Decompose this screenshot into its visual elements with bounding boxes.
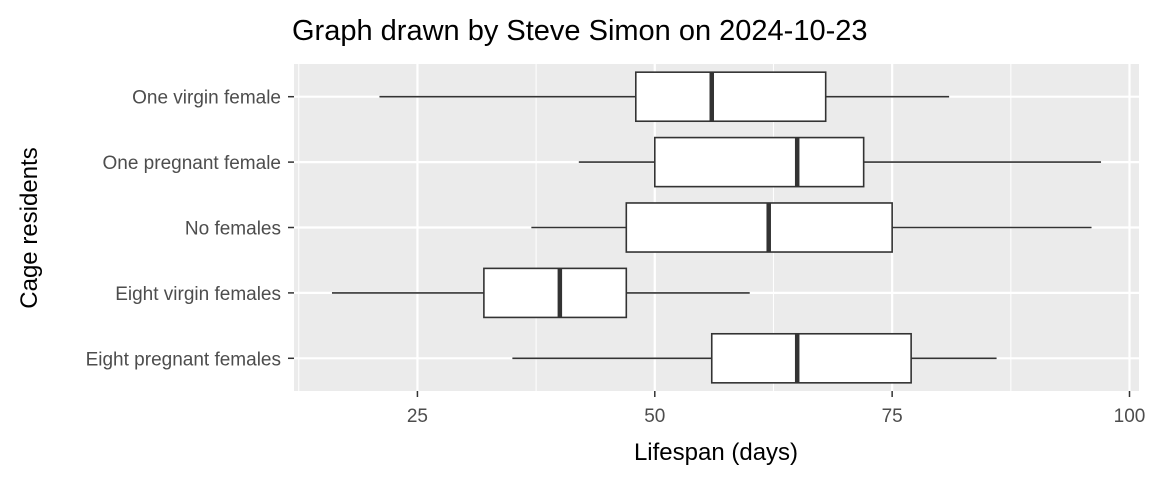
x-axis-title: Lifespan (days) — [634, 439, 798, 466]
y-tick-label: One pregnant female — [102, 153, 281, 174]
box-group — [331, 267, 750, 319]
x-tick-label: 75 — [882, 406, 903, 427]
x-tick-label: 100 — [1114, 406, 1146, 427]
y-axis-title: Cage residents — [16, 147, 43, 308]
y-tick-labels: One virgin female One pregnant female No f… — [86, 88, 281, 371]
box — [710, 332, 912, 384]
box — [634, 71, 827, 123]
box — [653, 136, 865, 188]
x-tick-label: 25 — [407, 406, 428, 427]
box — [483, 267, 628, 319]
boxes — [331, 71, 1102, 384]
y-tick-label: One virgin female — [132, 88, 281, 109]
y-tick-label: No females — [185, 219, 281, 240]
box — [625, 202, 893, 253]
chart-title: Graph drawn by Steve Simon on 2024-10-23 — [292, 15, 868, 47]
box-group — [379, 71, 950, 123]
y-tick-label: Eight virgin females — [115, 284, 281, 305]
x-tick-labels: 25 50 75 100 — [407, 406, 1146, 427]
y-tick-label: Eight pregnant females — [86, 349, 281, 370]
x-tick-label: 50 — [644, 406, 665, 427]
box-group — [512, 332, 997, 384]
box-group — [531, 202, 1092, 253]
box-group — [578, 136, 1102, 188]
axis-ticks — [288, 95, 1131, 397]
